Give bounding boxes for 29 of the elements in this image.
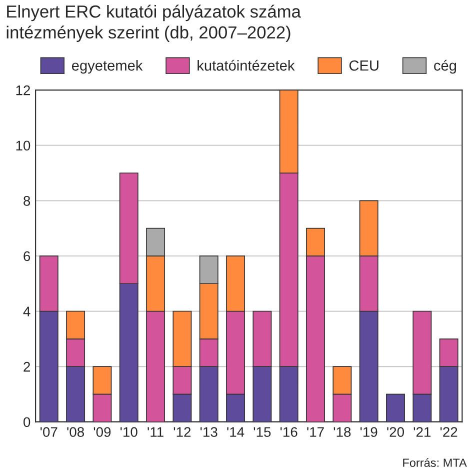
legend-label: egyetemek (72, 60, 143, 74)
y-tick-label: 4 (23, 306, 30, 316)
y-tick-label: 10 (16, 140, 30, 151)
y-tick-label: 6 (24, 251, 30, 262)
y-tick-label: 12 (16, 85, 30, 96)
x-tick-label: '12 (174, 427, 191, 437)
x-tick-label: '16 (280, 427, 298, 437)
x-tick-label: '11 (148, 427, 164, 437)
legend-label: CEU (349, 60, 378, 71)
legend-label: kutatóintézetek (198, 60, 295, 71)
x-tick-label: '14 (227, 427, 244, 437)
x-tick-label: '18 (334, 427, 351, 437)
y-tick-label: 8 (24, 196, 30, 206)
x-tick-label: '09 (94, 427, 111, 437)
x-tick-label: '10 (120, 427, 138, 437)
x-tick-label: '15 (254, 427, 271, 437)
text: Forrás: MTA (403, 458, 467, 467)
y-tick-label: 2 (24, 362, 30, 372)
x-tick-label: '13 (200, 427, 218, 437)
x-tick-label: '20 (387, 427, 404, 437)
x-tick-label: '22 (440, 427, 458, 437)
x-tick-label: '21 (414, 427, 431, 437)
x-tick-label: '08 (67, 427, 84, 437)
x-tick-label: '17 (307, 427, 324, 437)
y-tick-label: 0 (24, 417, 30, 428)
chart-title: Elnyert ERC kutatói pályázatok száma intézmények szerint (db, 2007–2022) (6, 4, 301, 42)
x-tick-label: '19 (360, 427, 378, 437)
x-tick-label: '07 (40, 427, 58, 437)
legend-label: cég (434, 60, 456, 74)
